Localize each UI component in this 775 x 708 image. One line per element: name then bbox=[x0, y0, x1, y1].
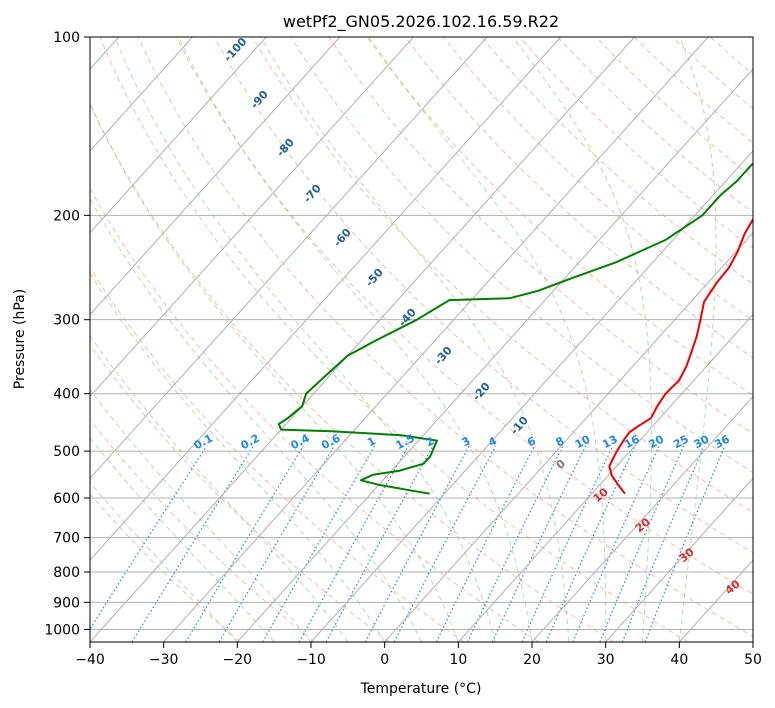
isotherm-line bbox=[90, 37, 267, 234]
y-tick-label: 800 bbox=[53, 565, 80, 581]
moist-adiabat-line bbox=[90, 102, 459, 642]
mixing-ratio-label: 36 bbox=[712, 432, 732, 451]
x-tick-label: −30 bbox=[149, 652, 179, 668]
isotherm-line bbox=[605, 477, 753, 642]
dry-adiabat-line bbox=[90, 267, 465, 642]
x-tick-label: 30 bbox=[597, 652, 615, 668]
y-axis-label: Pressure (hPa) bbox=[12, 289, 28, 389]
plot-area: -100-90-80-70-60-50-40-30-20-100.1 0.2 0.4… bbox=[90, 37, 753, 642]
sounding-profiles bbox=[277, 162, 753, 495]
x-tick-label: 20 bbox=[523, 652, 541, 668]
dry-adiabat-line bbox=[251, 37, 753, 513]
mixing-ratio-label: 10 bbox=[573, 432, 593, 451]
y-axis: 100 200 300 400 500 600 700 800 900 1000 bbox=[44, 30, 90, 638]
mixing-ratio-line bbox=[466, 445, 564, 642]
dry-adiabat-line bbox=[213, 37, 753, 554]
dry-adiabat-line bbox=[481, 37, 753, 285]
mixing-ratio-line bbox=[491, 445, 587, 642]
isotherm-line bbox=[90, 37, 635, 642]
mixing-ratio-line bbox=[90, 445, 208, 631]
moist-adiabats bbox=[90, 37, 717, 642]
mixing-ratio-label: 20 bbox=[646, 432, 666, 451]
y-tick-label: 1000 bbox=[44, 622, 80, 638]
isotherm-line bbox=[90, 37, 562, 561]
moist-adiabat-line bbox=[90, 437, 275, 642]
x-tick-label: 0 bbox=[380, 652, 389, 668]
moist-adiabat-line bbox=[260, 37, 570, 642]
isotherm-line bbox=[90, 37, 341, 316]
mixing-ratio-line bbox=[599, 445, 685, 642]
mixing-ratio-line bbox=[218, 445, 335, 642]
isotherm-line bbox=[384, 231, 753, 642]
mixing-ratio-line bbox=[298, 445, 409, 642]
moist-adiabat-line bbox=[90, 197, 422, 642]
dewpoint-profile-line bbox=[277, 162, 753, 495]
x-tick-label: 50 bbox=[744, 652, 762, 668]
y-tick-label: 300 bbox=[53, 313, 80, 329]
mixing-ratio-line bbox=[435, 445, 536, 642]
mixing-ratio-label: 13 bbox=[600, 433, 620, 452]
isotherm-line bbox=[236, 68, 753, 642]
x-tick-label: 40 bbox=[670, 652, 688, 668]
isotherm-line bbox=[90, 37, 193, 152]
dry-adiabat-line bbox=[366, 37, 753, 396]
dry-adiabat-line bbox=[99, 37, 689, 642]
isotherm-line bbox=[90, 37, 414, 398]
moist-adiabat-line bbox=[678, 37, 717, 642]
moist-adiabat-line bbox=[90, 481, 238, 642]
isotherm-line bbox=[457, 313, 753, 642]
mixing-ratio-line bbox=[185, 445, 304, 642]
dry-adiabat-line bbox=[90, 103, 614, 642]
y-tick-label: 100 bbox=[53, 30, 80, 46]
isotherm-line bbox=[90, 37, 488, 480]
moist-adiabat-line bbox=[368, 37, 607, 642]
mixing-ratio-line bbox=[131, 445, 255, 642]
y-tick-label: 600 bbox=[53, 491, 80, 507]
moist-adiabat-line bbox=[90, 272, 386, 642]
isotherm-line bbox=[531, 395, 753, 642]
x-tick-label: −40 bbox=[75, 652, 105, 668]
y-tick-label: 900 bbox=[53, 595, 80, 611]
moist-adiabat-line bbox=[512, 37, 653, 642]
mixing-ratio-line bbox=[572, 445, 660, 642]
temperature-profile-line bbox=[608, 217, 753, 495]
x-axis: −40 −30 −20 −10 0 10 20 30 40 50 bbox=[75, 642, 762, 668]
x-tick-label: −10 bbox=[296, 652, 326, 668]
x-tick-label: −20 bbox=[223, 652, 253, 668]
mixing-ratio-label: 25 bbox=[671, 433, 691, 452]
chart-title: wetPf2_GN05.2026.102.16.59.R22 bbox=[283, 12, 559, 32]
x-tick-label: 10 bbox=[449, 652, 467, 668]
y-tick-label: 200 bbox=[53, 208, 80, 224]
dry-adiabat-line bbox=[137, 37, 753, 637]
mixing-ratio-label: 30 bbox=[692, 432, 712, 451]
y-tick-label: 400 bbox=[53, 387, 80, 403]
mixing-ratio-line bbox=[393, 445, 497, 642]
pressure-and-isotherm-grid bbox=[90, 37, 753, 642]
moist-adiabat-line bbox=[178, 37, 533, 642]
dry-adiabat-line bbox=[90, 493, 241, 642]
x-axis-label: Temperature (°C) bbox=[360, 681, 482, 697]
dry-adiabats bbox=[90, 37, 753, 642]
dry-adiabat-line bbox=[90, 187, 540, 642]
plot-frame bbox=[89, 36, 754, 643]
moist-adiabat-line bbox=[114, 37, 496, 642]
isotherm-line bbox=[163, 37, 709, 642]
y-tick-label: 500 bbox=[53, 444, 80, 460]
dry-adiabat-line bbox=[90, 344, 390, 642]
dry-adiabat-line bbox=[90, 418, 316, 642]
mixing-ratio-label: 16 bbox=[622, 432, 642, 451]
isotherm-line bbox=[310, 150, 753, 642]
y-tick-label: 700 bbox=[53, 531, 80, 547]
